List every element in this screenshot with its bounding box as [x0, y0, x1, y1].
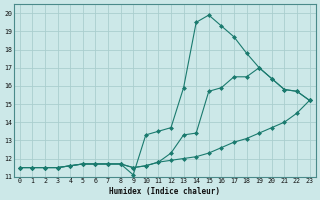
- X-axis label: Humidex (Indice chaleur): Humidex (Indice chaleur): [109, 187, 220, 196]
